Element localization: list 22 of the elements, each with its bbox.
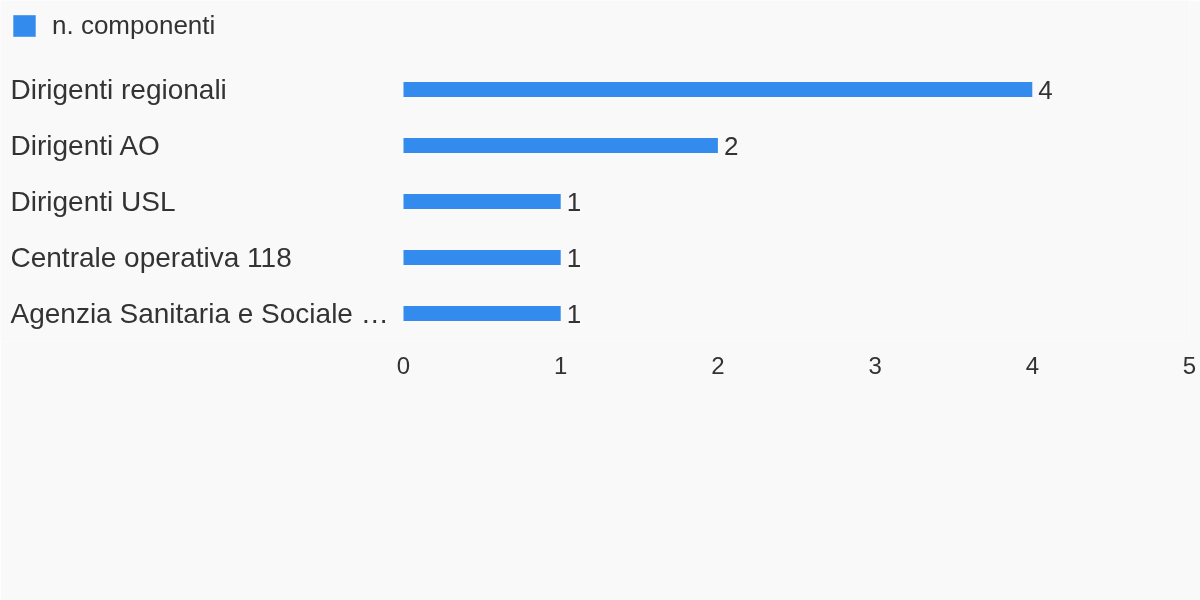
y-tick-label: Dirigenti regionali <box>10 74 227 105</box>
y-tick-label: Agenzia Sanitaria e Sociale … <box>10 298 389 329</box>
data-label: 4 <box>1038 74 1053 105</box>
data-label: 1 <box>566 242 582 273</box>
x-tick-label: 5 <box>1182 351 1197 379</box>
data-label: 1 <box>566 298 582 329</box>
bar <box>403 193 561 210</box>
x-tick-label: 0 <box>396 351 411 379</box>
bar <box>403 81 1033 98</box>
y-tick-label: Centrale operativa 118 <box>10 242 292 273</box>
y-tick-label: Dirigenti USL <box>10 186 176 217</box>
data-label: 1 <box>566 186 582 217</box>
bar <box>403 305 561 322</box>
x-tick-label: 1 <box>554 351 568 379</box>
data-label: 2 <box>723 130 739 161</box>
x-tick-label: 3 <box>868 351 882 379</box>
x-tick-label: 2 <box>711 351 725 379</box>
y-tick-label: Dirigenti AO <box>10 130 160 161</box>
bar <box>403 137 718 154</box>
bar <box>403 249 561 266</box>
legend-label: n. componenti <box>52 10 216 41</box>
x-tick-label: 4 <box>1025 351 1039 379</box>
